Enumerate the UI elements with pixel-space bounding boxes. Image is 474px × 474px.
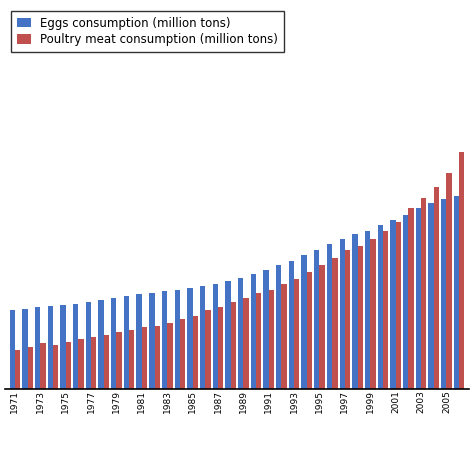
Bar: [218, 307, 223, 389]
Bar: [137, 294, 142, 389]
Bar: [454, 196, 459, 389]
Bar: [345, 250, 350, 389]
Bar: [213, 284, 218, 389]
Bar: [416, 208, 421, 389]
Bar: [314, 250, 319, 389]
Bar: [174, 290, 180, 389]
Bar: [352, 234, 357, 389]
Bar: [15, 350, 20, 389]
Bar: [167, 323, 173, 389]
Bar: [78, 339, 84, 389]
Bar: [301, 255, 307, 389]
Bar: [200, 286, 205, 389]
Bar: [383, 230, 388, 389]
Bar: [73, 303, 78, 389]
Bar: [332, 258, 337, 389]
Bar: [187, 288, 192, 389]
Bar: [162, 292, 167, 389]
Bar: [251, 274, 256, 389]
Bar: [396, 222, 401, 389]
Bar: [99, 300, 104, 389]
Bar: [180, 319, 185, 389]
Bar: [60, 305, 66, 389]
Bar: [269, 290, 274, 389]
Bar: [53, 345, 58, 389]
Bar: [307, 272, 312, 389]
Bar: [91, 337, 96, 389]
Bar: [390, 220, 396, 389]
Bar: [459, 152, 465, 389]
Bar: [129, 329, 135, 389]
Bar: [117, 332, 122, 389]
Bar: [403, 215, 408, 389]
Bar: [428, 203, 434, 389]
Bar: [35, 307, 40, 389]
Bar: [421, 198, 426, 389]
Bar: [225, 281, 231, 389]
Bar: [282, 284, 287, 389]
Bar: [9, 310, 15, 389]
Bar: [339, 239, 345, 389]
Bar: [111, 298, 117, 389]
Bar: [276, 265, 282, 389]
Bar: [365, 230, 370, 389]
Bar: [66, 342, 71, 389]
Bar: [104, 335, 109, 389]
Bar: [48, 306, 53, 389]
Bar: [434, 187, 439, 389]
Bar: [447, 173, 452, 389]
Bar: [370, 239, 375, 389]
Bar: [142, 327, 147, 389]
Bar: [205, 310, 210, 389]
Bar: [155, 326, 160, 389]
Bar: [378, 225, 383, 389]
Bar: [319, 265, 325, 389]
Bar: [238, 278, 243, 389]
Bar: [408, 208, 414, 389]
Bar: [40, 344, 46, 389]
Bar: [22, 309, 27, 389]
Bar: [86, 302, 91, 389]
Bar: [27, 347, 33, 389]
Bar: [289, 261, 294, 389]
Bar: [327, 245, 332, 389]
Bar: [124, 295, 129, 389]
Bar: [149, 293, 155, 389]
Bar: [192, 316, 198, 389]
Bar: [243, 298, 249, 389]
Bar: [256, 293, 261, 389]
Bar: [294, 279, 300, 389]
Bar: [231, 302, 236, 389]
Bar: [264, 271, 269, 389]
Bar: [441, 199, 447, 389]
Legend: Eggs consumption (million tons), Poultry meat consumption (million tons): Eggs consumption (million tons), Poultry…: [10, 10, 284, 52]
Bar: [357, 246, 363, 389]
